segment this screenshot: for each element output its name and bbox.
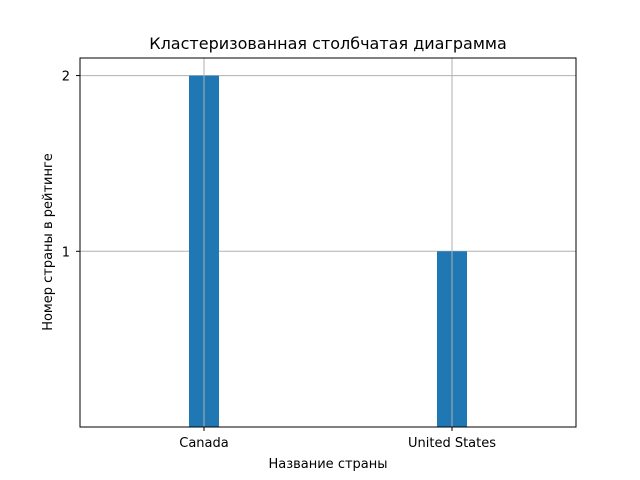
x-tick-label: United States — [408, 436, 496, 451]
x-axis-label: Название страны — [268, 457, 387, 472]
grid — [80, 75, 576, 252]
y-axis-ticks: 12 — [62, 70, 80, 260]
x-tick-label: Canada — [179, 436, 228, 451]
plot-frame — [79, 57, 577, 428]
x-axis-ticks: Canada United States — [179, 427, 496, 451]
y-axis-label: Номер страны в рейтинге — [41, 153, 56, 331]
chart-title: Кластеризованная столбчатая диаграмма — [149, 34, 507, 53]
vertical-grid — [203, 58, 453, 427]
y-tick-label: 2 — [62, 70, 70, 85]
y-tick-label: 1 — [62, 245, 70, 260]
